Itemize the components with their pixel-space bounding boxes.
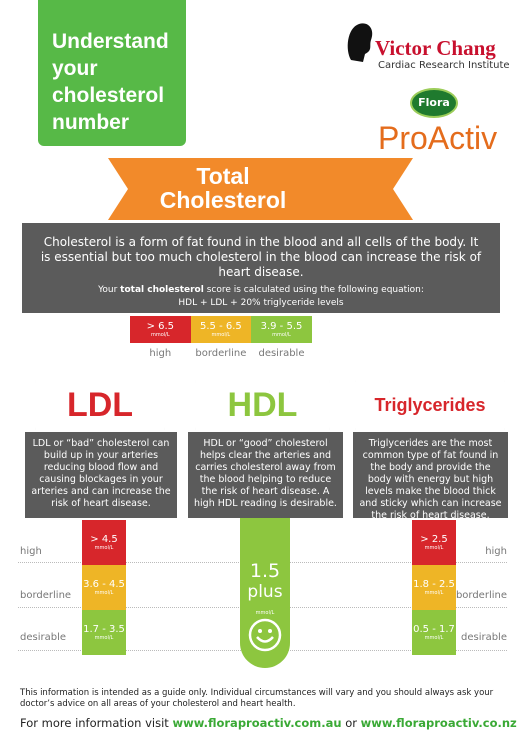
link-nz[interactable]: www.floraproactiv.co.nz [360,716,517,730]
trig-ranges: > 2.5 mmol/L 1.8 - 2.5 mmol/L 0.5 - 1.7 mmol/… [412,520,456,655]
level-label: desirable [460,632,507,643]
range-value: 5.5 - 6.5 [200,321,242,332]
total-description: Cholesterol is a form of fat found in th… [40,235,482,279]
hdl-value: 1.5 [249,560,281,582]
title-box [38,0,186,146]
ldl-title: LDL [66,385,134,424]
range-segment: 1.8 - 2.5 mmol/L [412,565,456,610]
range-value: 1.7 - 3.5 [83,624,125,635]
more-or: or [341,716,361,730]
hdl-card: HDL [195,380,330,430]
range-segment: > 4.5 mmol/L [82,520,126,565]
hdl-suffix: plus [247,582,283,602]
eq-post: score is calculated using the following … [203,285,424,295]
more-pre: For more information visit [20,716,173,730]
eq-pre: Your [98,285,121,295]
level-label: borderline [20,590,72,601]
range-unit: mmol/L [424,545,444,551]
ldl-card: LDL [35,380,165,430]
equation: HDL + LDL + 20% triglyceride levels [178,298,344,308]
range-value: > 2.5 [420,534,448,545]
range-segment: > 6.5 mmol/L [130,316,191,343]
total-box [22,223,500,313]
range-unit: mmol/L [424,590,444,596]
range-segment: 3.6 - 4.5 mmol/L [82,565,126,610]
total-ranges: > 6.5 mmol/L high 5.5 - 6.5 mmol/L borderline… [130,316,312,359]
ldl-description: LDL or “bad” cholesterol can build up in… [25,432,177,518]
trig-card: Triglycerides [355,380,505,430]
range-unit: mmol/L [94,590,114,596]
logo-icon [347,23,373,62]
hdl-bar: 1.5 plus mmol/L [240,518,290,668]
range-value: > 6.5 [146,321,175,332]
range-segment: 0.5 - 1.7 mmol/L [412,610,456,655]
range-value: 3.9 - 5.5 [260,321,303,332]
range-segment: 1.7 - 3.5 mmol/L [82,610,126,655]
hdl-unit: mmol/L [255,610,275,616]
logo-subtitle: Cardiac Research Institute [378,60,510,71]
page-title: Understand your cholesterol number [52,30,169,134]
range-unit: mmol/L [211,332,231,338]
range-segment: 5.5 - 6.5 mmol/L [190,316,252,343]
range-unit: mmol/L [272,332,291,338]
range-label: borderline [195,348,247,359]
range-label: high [149,348,172,359]
eq-bold: total cholesterol [120,285,204,295]
total-title: Total Cholesterol [159,163,287,213]
range-value: > 4.5 [90,534,118,545]
total-banner [108,158,413,220]
range-unit: mmol/L [424,635,444,641]
range-unit: mmol/L [94,545,114,551]
level-label: high [20,546,42,557]
hdl-description: HDL or “good” cholesterol helps clear th… [188,432,343,518]
hdl-title: HDL [227,385,298,424]
disclaimer: This information is intended as a guide … [20,688,494,709]
level-label: desirable [20,632,67,643]
range-value: 3.6 - 4.5 [83,579,125,590]
range-segment: 3.9 - 5.5 mmol/L [251,316,312,343]
logo-name: Victor Chang [375,36,496,60]
level-label: high [485,546,507,557]
more-info: For more information visit www.floraproa… [20,716,517,730]
link-au[interactable]: www.floraproactiv.com.au [172,716,342,730]
range-unit: mmol/L [94,635,114,641]
range-value: 0.5 - 1.7 [413,624,455,635]
range-label: desirable [258,348,305,359]
brand-small: Flora [410,88,458,118]
smiley [248,618,282,652]
trig-description: Triglycerides are the most common type o… [353,432,508,521]
range-unit: mmol/L [150,332,170,338]
trig-title: Triglycerides [374,394,486,415]
brand: ProActiv [378,120,498,156]
level-label: borderline [455,590,507,601]
equation-intro: Your total cholesterol score is calculat… [38,285,484,295]
range-value: 1.8 - 2.5 [413,579,455,590]
range-segment: > 2.5 mmol/L [412,520,456,565]
ldl-ranges: > 4.5 mmol/L 3.6 - 4.5 mmol/L 1.7 - 3.5 mmol/… [82,520,126,655]
